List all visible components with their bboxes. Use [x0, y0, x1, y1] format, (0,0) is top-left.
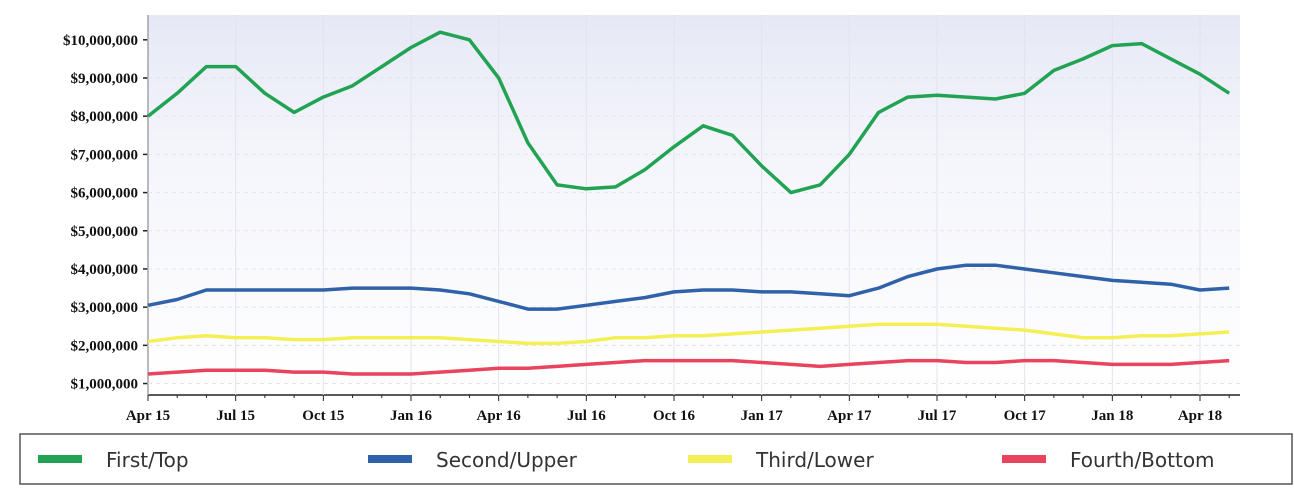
series-line — [147, 358, 1230, 376]
x-tick-label: Oct 16 — [653, 408, 696, 424]
y-tick-label: $8,000,000 — [71, 109, 139, 125]
legend-label: Fourth/Bottom — [1070, 448, 1215, 472]
series-line — [146, 30, 1231, 195]
legend — [19, 433, 1293, 485]
legend-label: Third/Lower — [755, 448, 874, 472]
y-tick-label: $3,000,000 — [71, 300, 139, 316]
y-tick-label: $6,000,000 — [71, 186, 139, 202]
y-tick-label: $10,000,000 — [63, 33, 138, 49]
x-tick-label: Jan 18 — [1091, 408, 1133, 424]
series-line — [147, 322, 1230, 346]
x-tick-label: Jul 16 — [567, 408, 606, 424]
x-tick-label: Jan 17 — [741, 408, 784, 424]
x-tick-label: Apr 18 — [1178, 408, 1222, 424]
x-tick-label: Oct 17 — [1004, 408, 1047, 424]
x-tick-label: Jul 17 — [918, 408, 957, 424]
y-tick-label: $1,000,000 — [71, 377, 139, 393]
legend-swatch — [1002, 455, 1046, 463]
x-tick-label: Oct 15 — [302, 408, 344, 424]
y-tick-label: $2,000,000 — [71, 338, 139, 354]
legend-swatch — [368, 455, 412, 463]
x-tick-label: Jul 15 — [216, 408, 255, 424]
x-tick-label: Apr 17 — [827, 408, 872, 424]
legend-label: First/Top — [106, 448, 189, 472]
x-tick-label: Apr 15 — [126, 408, 170, 424]
x-tick-label: Jan 16 — [390, 408, 433, 424]
y-tick-label: $4,000,000 — [71, 262, 139, 278]
legend-swatch — [38, 455, 82, 463]
x-tick-label: Apr 16 — [477, 408, 522, 424]
legend-label: Second/Upper — [436, 448, 578, 472]
y-tick-label: $9,000,000 — [71, 71, 139, 87]
legend-swatch — [688, 455, 732, 463]
y-tick-label: $5,000,000 — [71, 224, 139, 240]
series-line — [147, 263, 1230, 311]
y-tick-label: $7,000,000 — [71, 147, 139, 163]
